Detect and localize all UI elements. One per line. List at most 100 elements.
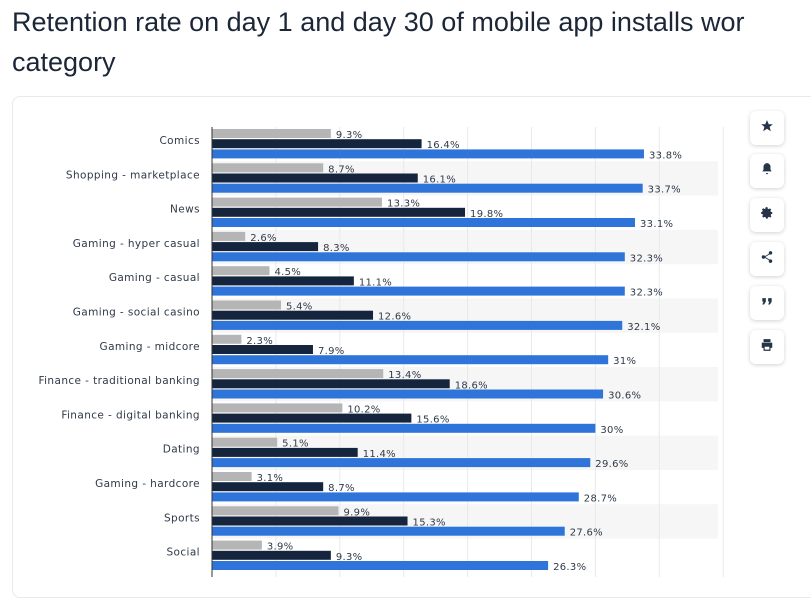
data-label-day1: 30%: [600, 425, 623, 436]
bar-day30: [212, 334, 242, 344]
print-icon: [760, 338, 774, 357]
bar-day1: [212, 561, 549, 570]
bar-day7: [212, 207, 466, 217]
data-label-day7: 11.1%: [359, 277, 392, 288]
category-label: Gaming - midcore: [100, 341, 200, 353]
data-label-day7: 8.3%: [323, 243, 350, 254]
data-label-day7: 8.7%: [328, 483, 355, 494]
cite-button[interactable]: [750, 286, 784, 320]
data-label-day30: 4.5%: [275, 267, 302, 278]
category-label: Comics: [159, 135, 200, 147]
data-label-day30: 9.3%: [336, 130, 363, 141]
bar-day1: [212, 458, 591, 468]
quote-icon: [760, 294, 774, 313]
print-button[interactable]: [750, 330, 784, 364]
bar-day1: [212, 149, 644, 159]
data-label-day7: 16.1%: [423, 175, 456, 186]
bar-day30: [212, 403, 343, 413]
data-label-day30: 2.6%: [250, 233, 277, 244]
data-label-day30: 13.4%: [388, 370, 421, 381]
data-label-day30: 10.2%: [347, 404, 380, 415]
notification-button[interactable]: [750, 154, 784, 188]
bar-day7: [212, 242, 319, 252]
bar-day1: [212, 492, 579, 502]
data-label-day7: 7.9%: [318, 346, 345, 357]
data-label-day1: 30.6%: [608, 391, 641, 402]
bar-day7: [212, 516, 408, 526]
category-label: Gaming - hyper casual: [73, 238, 200, 250]
data-label-day1: 32.1%: [627, 322, 660, 333]
data-label-day1: 26.3%: [553, 562, 586, 573]
category-label: Sports: [164, 512, 200, 524]
data-label-day1: 33.7%: [648, 185, 681, 196]
bar-day7: [212, 139, 422, 149]
bar-day30: [212, 231, 246, 241]
bar-day7: [212, 482, 324, 492]
favorite-button[interactable]: [750, 111, 784, 145]
data-label-day30: 13.3%: [387, 199, 420, 210]
category-label: Gaming - casual: [109, 272, 200, 284]
category-label: Finance - digital banking: [61, 409, 200, 421]
data-label-day1: 33.1%: [640, 219, 673, 230]
bar-day7: [212, 173, 418, 183]
data-label-day30: 9.9%: [344, 507, 371, 518]
bar-day1: [212, 218, 636, 227]
bar-chart: Comics 9.3% 16.4% 33.8% Shopping - marketpla…: [38, 127, 724, 577]
data-label-day1: 28.7%: [584, 493, 617, 504]
data-label-day7: 15.3%: [413, 518, 446, 529]
bar-day7: [212, 276, 354, 286]
data-label-day1: 33.8%: [649, 150, 682, 161]
data-label-day7: 9.3%: [336, 552, 363, 563]
bar-day30: [212, 197, 382, 207]
data-label-day1: 32.3%: [630, 253, 663, 264]
data-label-day1: 32.3%: [630, 288, 663, 299]
bell-icon: [760, 162, 774, 181]
bar-day1: [212, 389, 604, 399]
bar-day1: [212, 286, 625, 296]
page-title: Retention rate on day 1 and day 30 of mo…: [12, 2, 811, 42]
category-label: Gaming - social casino: [73, 307, 200, 319]
data-label-day30: 3.9%: [267, 542, 294, 553]
bar-day30: [212, 369, 384, 379]
star-icon: [760, 119, 774, 138]
data-label-day30: 3.1%: [257, 473, 284, 484]
category-label: Dating: [163, 444, 200, 456]
bar-day7: [212, 550, 331, 560]
data-label-day7: 16.4%: [427, 140, 460, 151]
data-label-day7: 11.4%: [363, 449, 396, 460]
bar-day1: [212, 183, 643, 193]
bar-day7: [212, 345, 313, 354]
bar-day30: [212, 472, 252, 481]
data-label-day30: 5.1%: [282, 439, 309, 450]
data-label-day7: 19.8%: [470, 209, 503, 220]
bar-day30: [212, 506, 339, 516]
share-icon: [760, 250, 774, 269]
category-label: Gaming - hardcore: [95, 478, 200, 490]
data-label-day7: 12.6%: [378, 312, 411, 323]
bar-day7: [212, 379, 450, 389]
share-button[interactable]: [750, 242, 784, 276]
bar-day1: [212, 355, 609, 365]
bar-day30: [212, 266, 270, 276]
data-label-day1: 31%: [613, 356, 636, 367]
data-label-day1: 29.6%: [595, 459, 628, 470]
data-label-day30: 2.3%: [246, 336, 273, 347]
bar-day1: [212, 526, 565, 536]
data-label-day7: 15.6%: [416, 415, 449, 426]
data-label-day1: 27.6%: [570, 528, 603, 539]
bar-day7: [212, 447, 358, 457]
category-label: News: [170, 204, 200, 216]
bar-day1: [212, 423, 596, 433]
bar-day30: [212, 129, 331, 138]
bar-day30: [212, 437, 278, 447]
bar-day1: [212, 320, 623, 330]
chart-card: Comics 9.3% 16.4% 33.8% Shopping - marketpla…: [12, 96, 811, 598]
settings-button[interactable]: [750, 198, 784, 232]
data-label-day30: 5.4%: [286, 302, 313, 313]
page-title-line-1: Retention rate on day 1 and day 30 of mo…: [12, 7, 745, 37]
bar-day7: [212, 310, 374, 320]
bar-day7: [212, 413, 412, 423]
bar-day30: [212, 300, 282, 310]
bar-day30: [212, 540, 262, 550]
category-label: Finance - traditional banking: [38, 375, 200, 387]
